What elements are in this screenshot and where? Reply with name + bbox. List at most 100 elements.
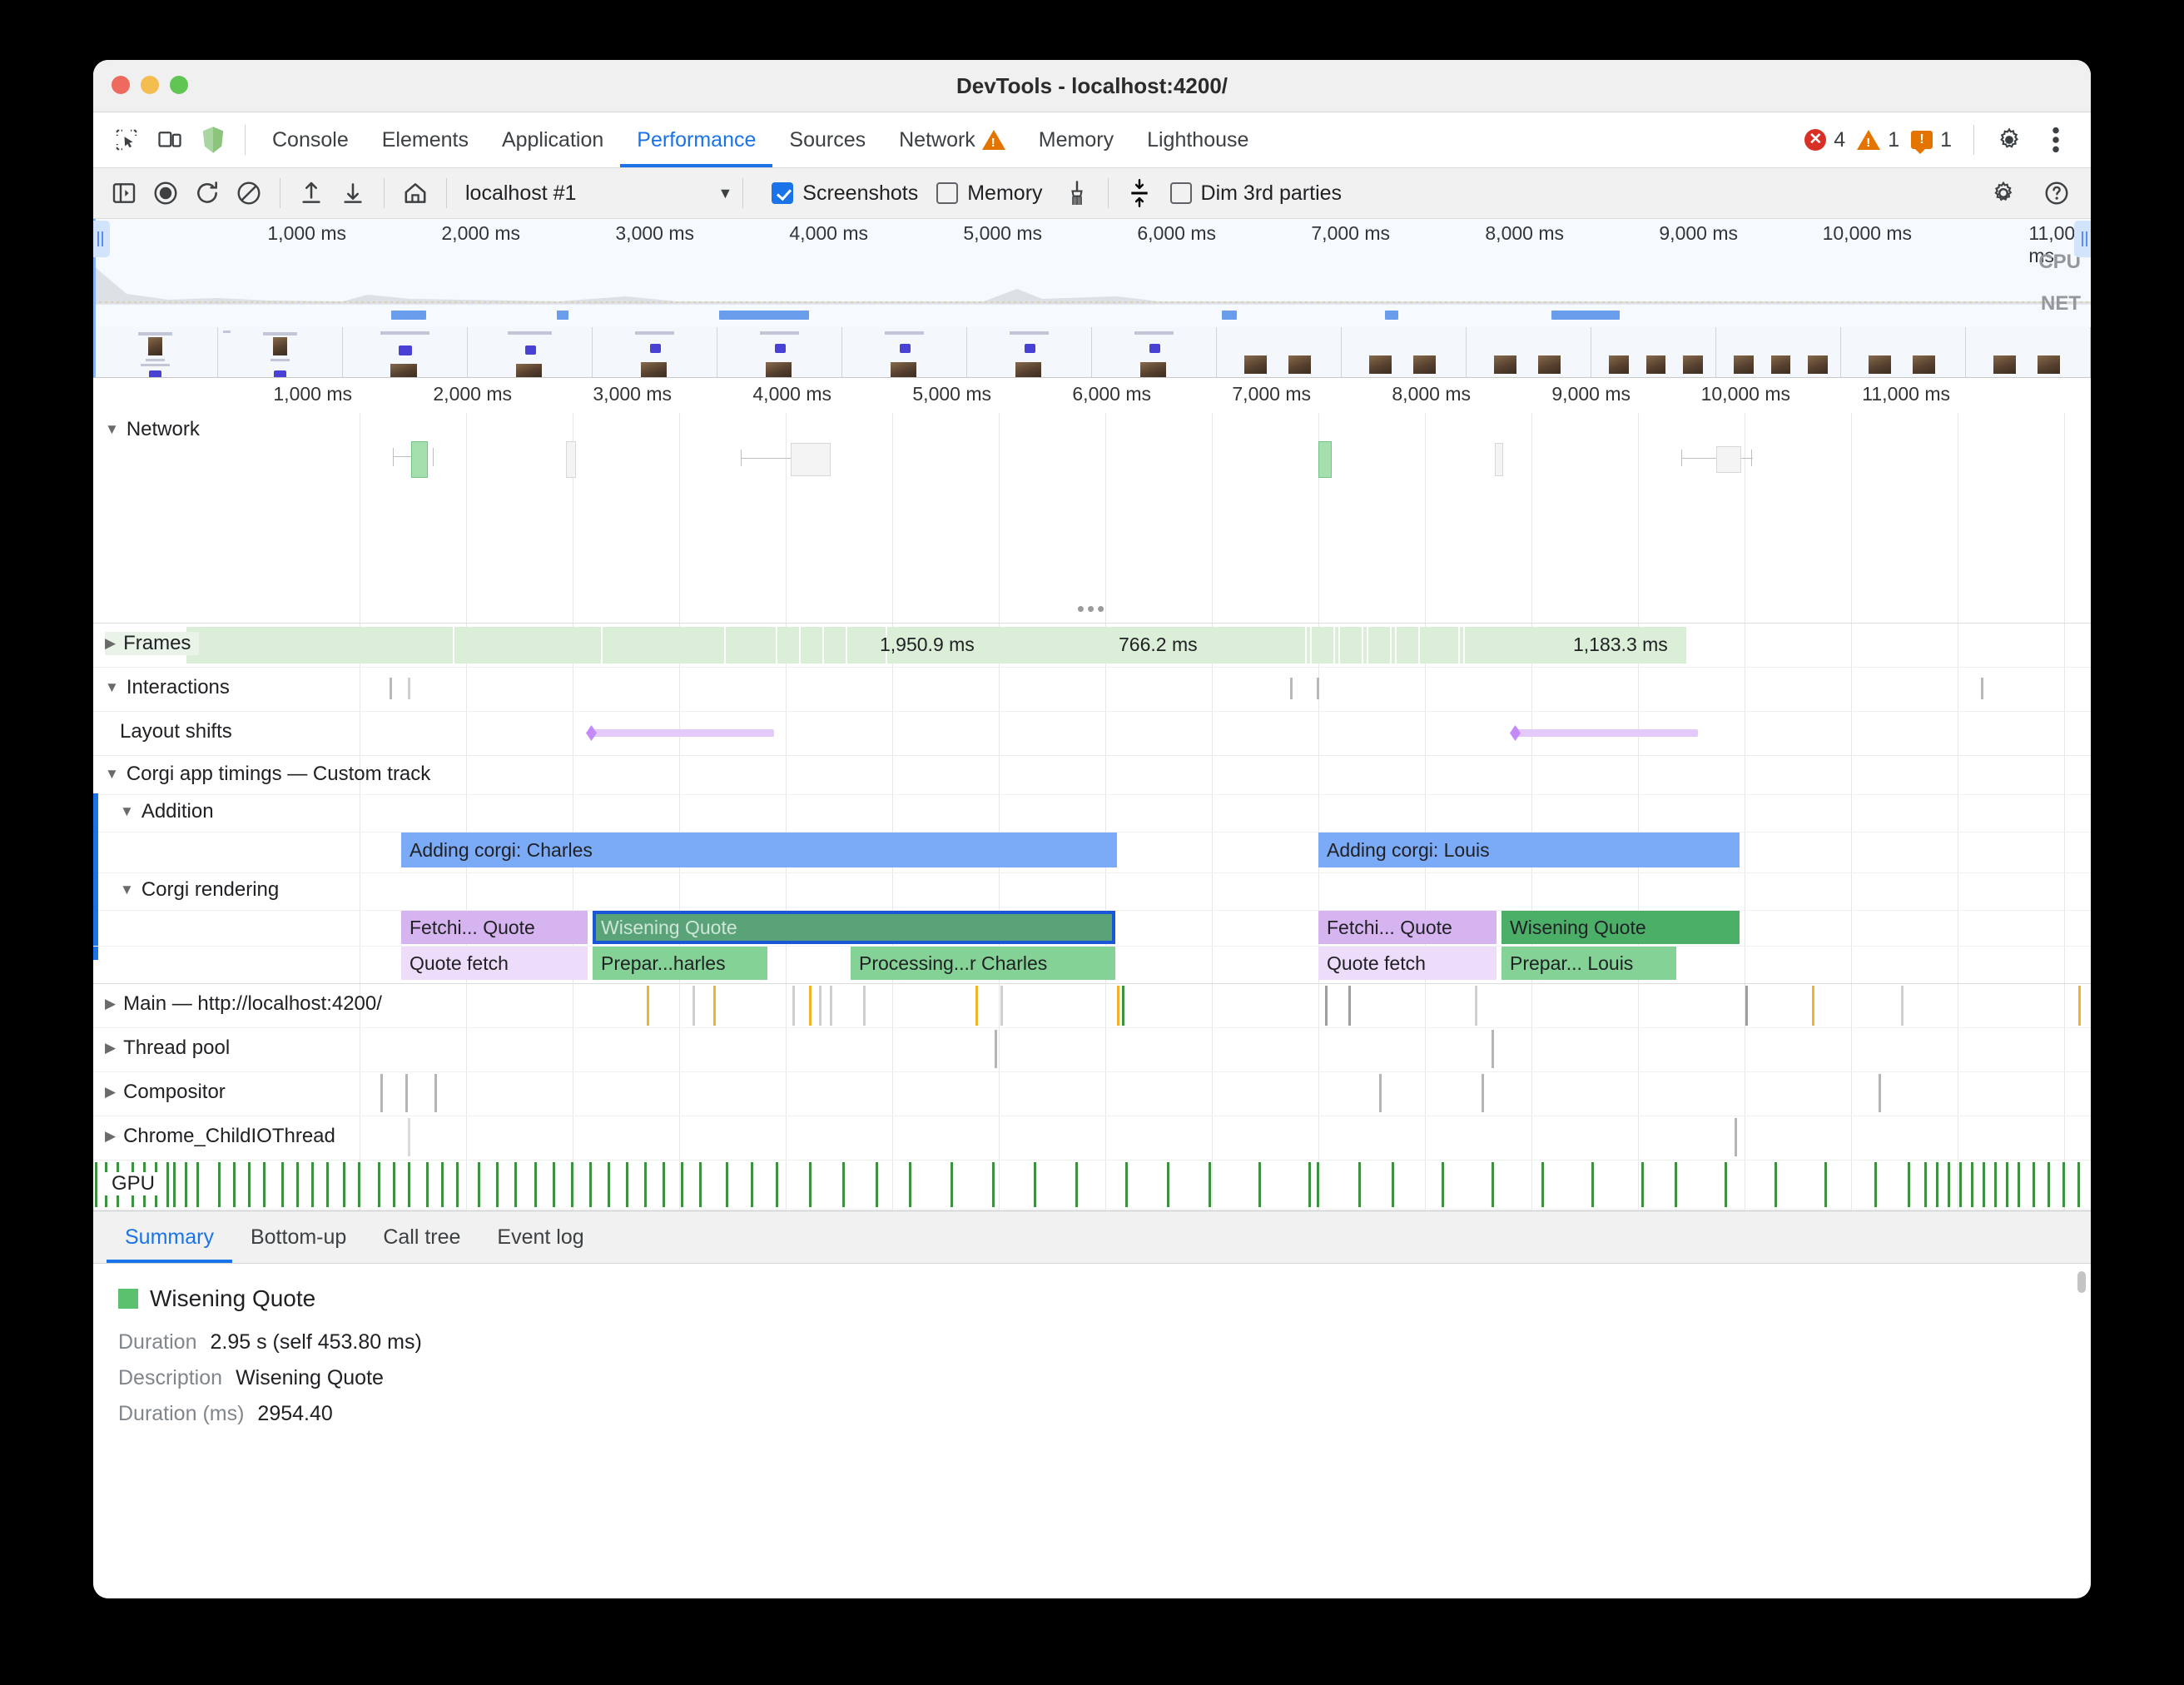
chevron-right-icon[interactable]: ▶ [105, 1128, 117, 1144]
clear-recording-icon[interactable] [228, 174, 270, 212]
tab-call-tree[interactable]: Call tree [365, 1211, 479, 1263]
network-request-bar[interactable] [1716, 446, 1741, 473]
track-corgi-rendering[interactable]: ▼ Corgi rendering [93, 793, 2091, 960]
chevron-down-icon[interactable]: ▼ [120, 803, 134, 819]
tab-bottom-up[interactable]: Bottom-up [232, 1211, 365, 1263]
more-options-icon[interactable] [2037, 121, 2075, 159]
recording-selector[interactable]: localhost #1 ▼ [465, 181, 732, 206]
close-window-button[interactable] [112, 76, 130, 94]
reload-and-record-icon[interactable] [186, 174, 228, 212]
screenshots-checkbox[interactable]: Screenshots [772, 181, 918, 206]
layout-shift-marker[interactable] [1510, 725, 1521, 741]
event-bar[interactable]: Adding corgi: Charles [401, 833, 1117, 867]
track-addition-label[interactable]: ▼ Addition [120, 800, 214, 823]
network-request-bar[interactable] [1495, 443, 1503, 476]
event-bar-quote-fetch[interactable]: Quote fetch [1318, 947, 1497, 980]
timeline-overview[interactable]: 1,000 ms 2,000 ms 3,000 ms 4,000 ms 5,00… [93, 219, 2091, 378]
help-icon[interactable] [2036, 174, 2077, 212]
track-compositor-label[interactable]: ▶ Compositor [105, 1081, 226, 1104]
window-controls[interactable] [112, 76, 188, 94]
track-custom-label[interactable]: ▼ Corgi app timings — Custom track [105, 763, 430, 786]
issue-icon[interactable]: ! [1911, 131, 1933, 154]
overview-right-handle[interactable] [2074, 221, 2091, 257]
chevron-down-icon[interactable]: ▼ [105, 766, 119, 782]
track-gpu[interactable]: GPU [93, 1161, 2091, 1210]
track-network-label[interactable]: ▼ Network [105, 418, 200, 441]
layout-shift-cluster[interactable] [1515, 729, 1698, 737]
error-icon[interactable]: ✕ [1804, 129, 1827, 151]
tab-application[interactable]: Application [485, 112, 620, 167]
filmstrip-frame[interactable] [1591, 327, 1716, 377]
inspect-element-icon[interactable] [107, 121, 146, 159]
checkbox-box[interactable] [936, 182, 959, 204]
chevron-down-icon[interactable]: ▼ [717, 184, 733, 201]
track-gpu-label[interactable]: GPU [105, 1172, 162, 1195]
overview-left-handle[interactable] [93, 221, 110, 257]
track-addition[interactable]: ▼ Addition [93, 795, 2091, 833]
tab-performance[interactable]: Performance [620, 112, 772, 167]
gear-icon[interactable] [1990, 121, 2028, 159]
chevron-down-icon[interactable]: ▼ [120, 882, 134, 897]
chevron-right-icon[interactable]: ▶ [105, 1040, 117, 1056]
track-network[interactable]: ▼ Network ••• [93, 413, 2091, 624]
track-corgi-rendering-label[interactable]: ▼ Corgi rendering [120, 878, 279, 902]
chevron-right-icon[interactable]: ▶ [105, 1084, 117, 1100]
event-bar-processing[interactable]: Processing...r Charles [851, 947, 1115, 980]
tab-lighthouse[interactable]: Lighthouse [1130, 112, 1265, 167]
warning-icon[interactable] [1857, 130, 1881, 150]
event-bar-preparing[interactable]: Prepar... Louis [1502, 947, 1676, 980]
garbage-collect-icon[interactable] [1056, 174, 1098, 212]
filmstrip-frame[interactable] [842, 327, 967, 377]
event-bar-wisening-quote[interactable]: Wisening Quote [1502, 911, 1740, 944]
device-toolbar-icon[interactable] [151, 121, 189, 159]
event-bar-preparing[interactable]: Prepar...harles [593, 947, 767, 980]
track-frames[interactable]: ▶ Frames 1,950.9 ms 766.2 ms 1,183.3 ms [93, 624, 2091, 668]
event-bar-fetching-quote[interactable]: Fetchi... Quote [401, 911, 588, 944]
addition-events-row[interactable]: Adding corgi: Charles Adding corgi: Loui… [93, 833, 2091, 873]
filmstrip-frame[interactable] [717, 327, 842, 377]
event-bar-wisening-quote-selected[interactable]: Wisening Quote [593, 911, 1115, 944]
network-request-bar[interactable] [791, 443, 831, 476]
rendering-events-row-1[interactable]: Fetchi... Quote Wisening Quote Fetchi...… [93, 911, 2091, 947]
filmstrip-frame[interactable] [343, 327, 468, 377]
filmstrip-frame[interactable] [1841, 327, 1966, 377]
filmstrip-frame[interactable] [1217, 327, 1342, 377]
chevron-right-icon[interactable]: ▶ [105, 996, 117, 1011]
details-scrollbar[interactable] [2077, 1271, 2086, 1463]
filmstrip-frame[interactable] [593, 327, 717, 377]
network-request-bar[interactable] [566, 441, 576, 478]
event-bar-fetching-quote[interactable]: Fetchi... Quote [1318, 911, 1497, 944]
maximize-window-button[interactable] [170, 76, 188, 94]
record-button[interactable] [145, 174, 186, 212]
tab-summary[interactable]: Summary [107, 1211, 232, 1263]
upload-profile-icon[interactable] [290, 174, 332, 212]
toggle-sidebar-icon[interactable] [103, 174, 145, 212]
track-main-label[interactable]: ▶ Main — http://localhost:4200/ [105, 992, 382, 1016]
tab-sources[interactable]: Sources [772, 112, 882, 167]
filmstrip-frame[interactable] [967, 327, 1092, 377]
track-compositor[interactable]: ▶ Compositor [93, 1072, 2091, 1116]
filmstrip-frame[interactable] [218, 327, 343, 377]
checkbox-box[interactable] [1169, 182, 1192, 204]
capture-settings-gear-icon[interactable] [1983, 174, 2024, 212]
tab-elements[interactable]: Elements [365, 112, 485, 167]
track-main[interactable]: ▶ Main — http://localhost:4200/ [93, 984, 2091, 1028]
home-icon[interactable] [395, 174, 436, 212]
track-custom-group[interactable]: ▼ Corgi app timings — Custom track [93, 756, 2091, 795]
chevron-down-icon[interactable]: ▼ [105, 679, 119, 695]
filmstrip-frame[interactable] [1716, 327, 1841, 377]
tab-network[interactable]: Network [882, 112, 1022, 167]
layout-shift-marker[interactable] [586, 725, 597, 741]
chevron-right-icon[interactable]: ▶ [105, 635, 117, 651]
memory-checkbox[interactable]: Memory [936, 181, 1043, 206]
tab-memory[interactable]: Memory [1022, 112, 1130, 167]
network-request-bar[interactable] [1318, 441, 1332, 478]
filmstrip-frame[interactable] [1092, 327, 1217, 377]
track-interactions[interactable]: ▼ Interactions [93, 668, 2091, 712]
event-bar[interactable]: Adding corgi: Louis [1318, 833, 1740, 867]
filmstrip[interactable] [93, 327, 2091, 377]
layout-shift-cluster[interactable] [591, 729, 774, 737]
event-bar-quote-fetch[interactable]: Quote fetch [401, 947, 588, 980]
filmstrip-frame[interactable] [1966, 327, 2091, 377]
overview-selection-window[interactable] [93, 219, 2091, 377]
